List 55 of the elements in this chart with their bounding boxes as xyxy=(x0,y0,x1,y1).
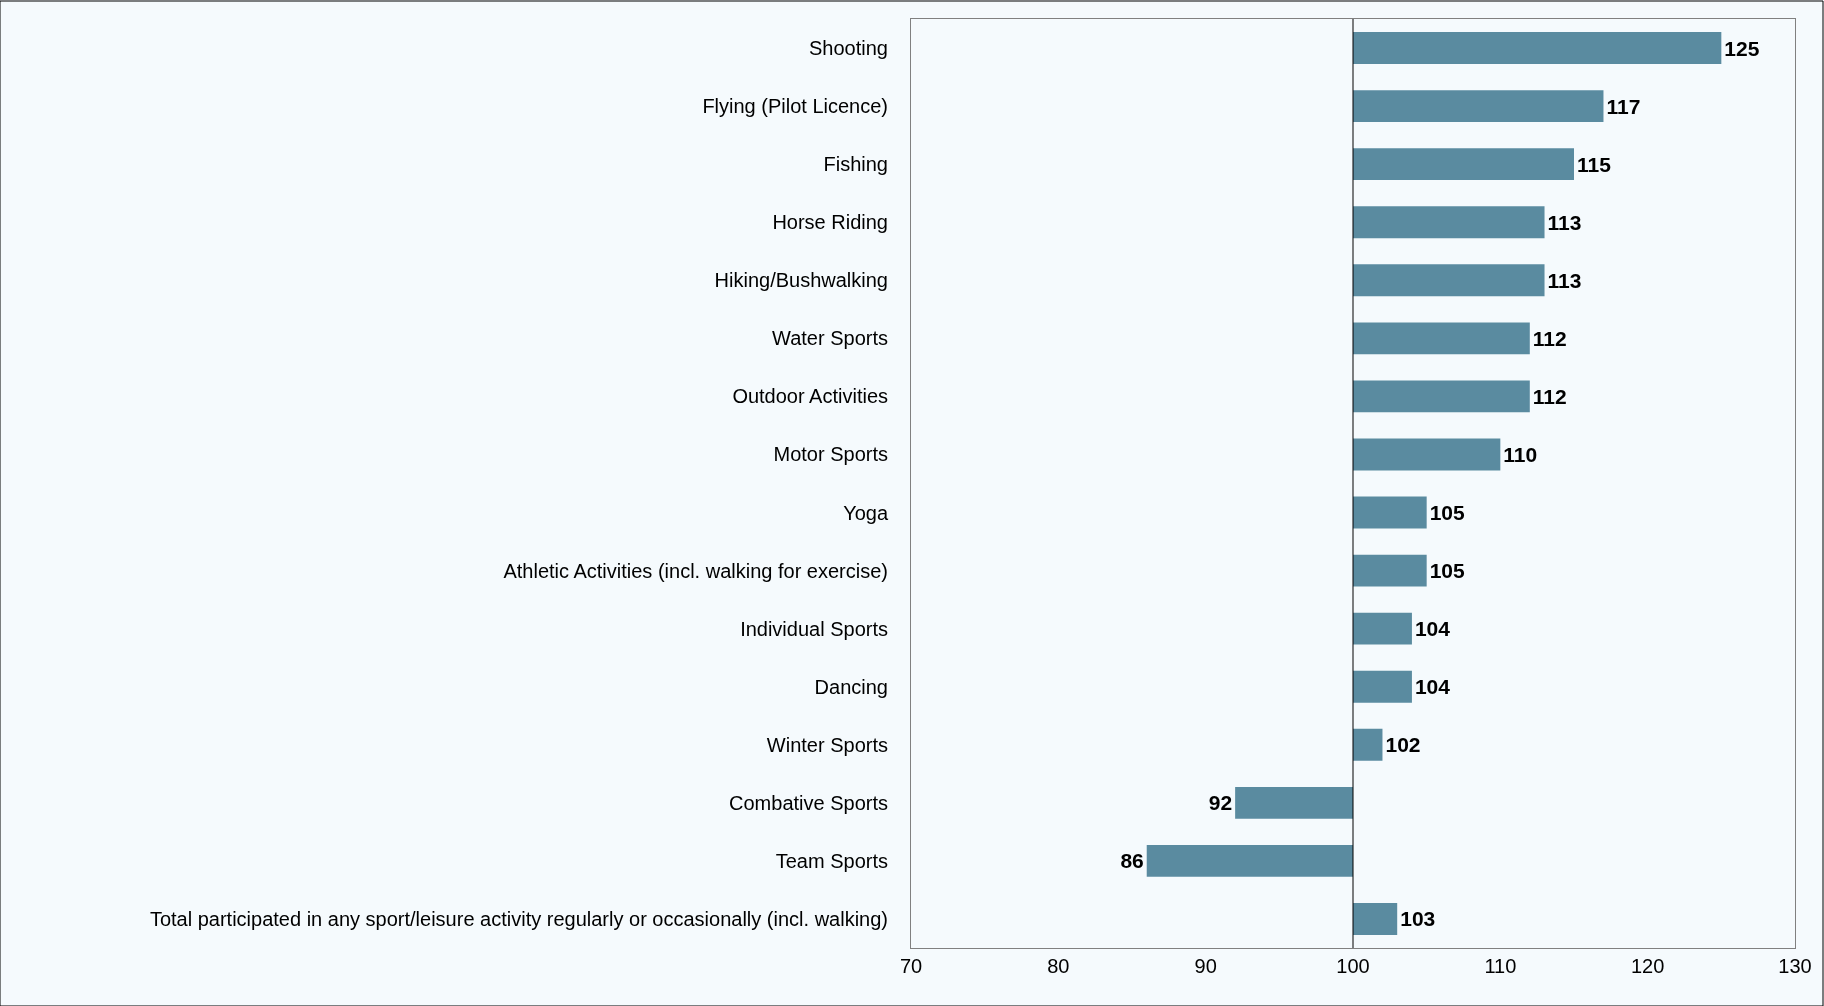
bar xyxy=(1353,380,1530,413)
bar xyxy=(1353,148,1574,181)
data-label: 92 xyxy=(1208,791,1233,815)
x-tick-label: 120 xyxy=(1630,955,1665,977)
y-tick-label: Total participated in any sport/leisure activity regularly or occasionally (incl. walking) xyxy=(149,907,888,930)
bar xyxy=(1353,438,1501,471)
bar xyxy=(1353,612,1412,645)
bar xyxy=(1353,90,1604,123)
data-label: 102 xyxy=(1385,733,1421,757)
y-tick-label: Hiking/Bushwalking xyxy=(714,269,888,292)
y-tick-label: Individual Sports xyxy=(740,617,888,640)
y-tick-label: Fishing xyxy=(823,153,888,176)
y-tick-label: Athletic Activities (incl. walking for exercise) xyxy=(503,559,888,582)
data-label: 105 xyxy=(1429,501,1466,525)
bar xyxy=(1146,844,1353,877)
data-label: 105 xyxy=(1429,559,1466,583)
bar xyxy=(1353,264,1545,297)
y-tick-label: Team Sports xyxy=(775,849,888,872)
bar xyxy=(1353,728,1383,761)
data-label: 113 xyxy=(1547,268,1582,292)
data-label: 125 xyxy=(1724,36,1760,60)
bar xyxy=(1235,786,1353,819)
data-label: 117 xyxy=(1606,94,1641,118)
x-tick-label: 70 xyxy=(899,955,923,977)
bar xyxy=(1353,903,1398,935)
y-tick-label: Water Sports xyxy=(772,327,888,350)
y-tick-label: Motor Sports xyxy=(773,443,888,466)
data-label: 115 xyxy=(1577,152,1612,176)
data-label: 112 xyxy=(1532,326,1567,350)
y-tick-label: Winter Sports xyxy=(766,733,888,756)
y-tick-label: Shooting xyxy=(809,37,888,60)
bar xyxy=(1353,670,1412,703)
y-tick-label: Outdoor Activities xyxy=(732,385,888,408)
x-tick-label: 80 xyxy=(1047,955,1070,977)
data-label: 103 xyxy=(1400,907,1436,931)
bar xyxy=(1353,32,1722,64)
y-tick-label: Flying (Pilot Licence) xyxy=(702,95,888,118)
data-label: 104 xyxy=(1414,675,1451,699)
x-tick-label: 90 xyxy=(1194,955,1217,977)
bar xyxy=(1353,554,1427,587)
x-tick-label: 100 xyxy=(1336,955,1370,977)
data-label: 113 xyxy=(1547,210,1582,234)
y-tick-label: Dancing xyxy=(814,675,888,698)
data-label: 112 xyxy=(1532,384,1567,408)
x-tick-label: 110 xyxy=(1484,955,1517,977)
x-tick-label: 130 xyxy=(1778,955,1812,977)
data-label: 110 xyxy=(1503,442,1538,466)
y-tick-label: Yoga xyxy=(843,501,889,524)
bar xyxy=(1353,322,1530,355)
y-tick-label: Combative Sports xyxy=(729,791,888,814)
y-tick-label: Horse Riding xyxy=(772,211,888,234)
bar xyxy=(1353,206,1545,239)
data-label: 104 xyxy=(1414,617,1451,641)
bar xyxy=(1353,496,1427,529)
data-label: 86 xyxy=(1120,849,1144,873)
